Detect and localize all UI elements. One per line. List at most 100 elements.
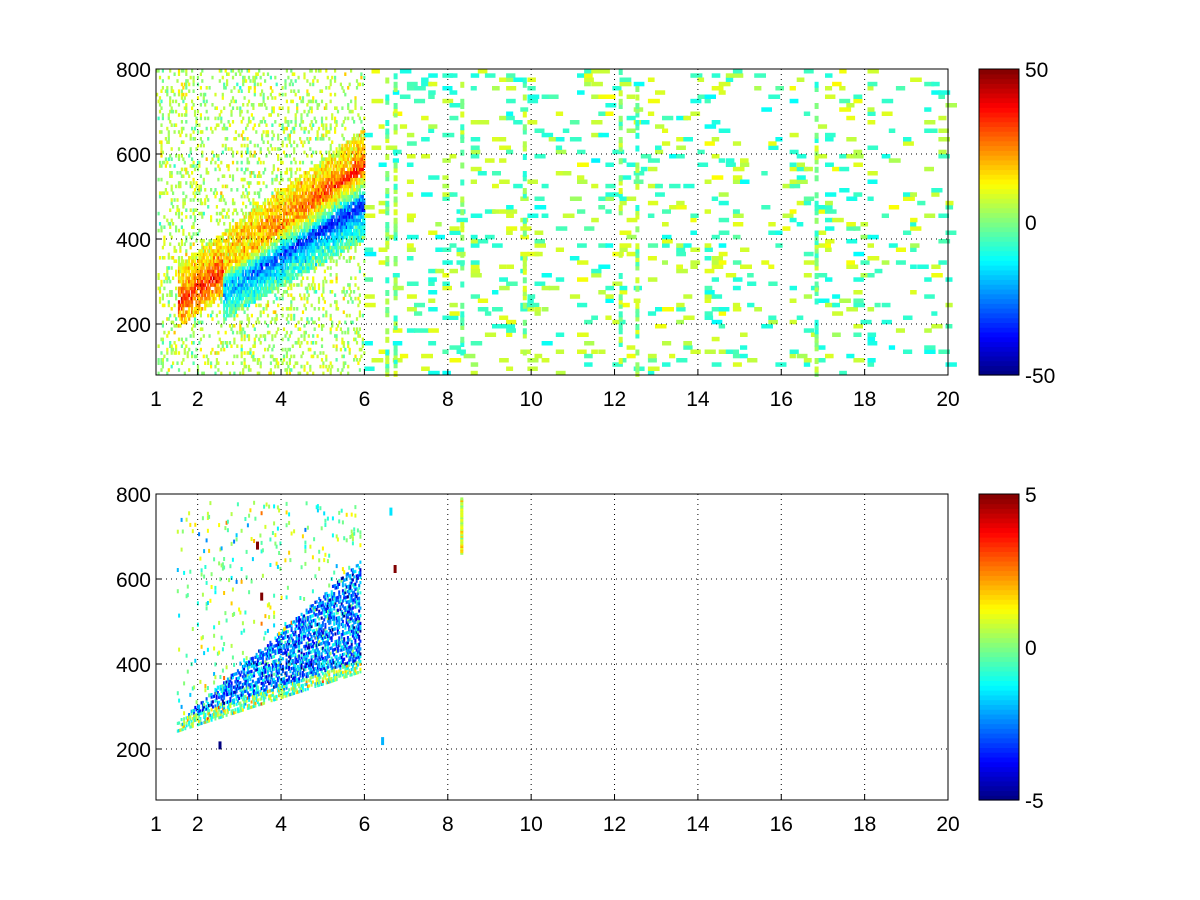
heatmap-cell — [272, 109, 275, 114]
heatmap-cell — [242, 242, 245, 246]
heatmap-cell — [215, 218, 218, 223]
heatmap-cell — [506, 328, 516, 333]
heatmap-cell — [234, 256, 237, 260]
heatmap-cell — [204, 201, 207, 206]
heatmap-cell — [345, 242, 348, 246]
heatmap-cell — [317, 307, 321, 311]
heatmap-cell — [353, 174, 356, 178]
heatmap-cell — [173, 313, 176, 318]
heatmap-cell — [334, 242, 337, 246]
heatmap-cell — [221, 249, 224, 253]
heatmap-cell — [252, 296, 255, 301]
heatmap-cell — [363, 208, 366, 212]
heatmap-cell — [364, 277, 373, 282]
heatmap-cell — [301, 201, 305, 206]
heatmap-cell — [310, 303, 313, 308]
heatmap-cell — [269, 198, 272, 202]
heatmap-cell — [297, 75, 300, 80]
heatmap-cell — [256, 211, 259, 216]
heatmap-cell — [246, 103, 249, 107]
heatmap-cell — [264, 293, 267, 297]
heatmap-cell — [179, 310, 182, 314]
heatmap-cell — [212, 259, 216, 263]
heatmap-cell — [300, 218, 303, 223]
heatmap-cell — [358, 368, 361, 372]
heatmap-cell — [297, 222, 300, 226]
heatmap-cell — [477, 120, 490, 125]
heatmap-cell — [294, 262, 297, 267]
heatmap-cell — [335, 239, 338, 243]
heatmap-cell — [221, 276, 224, 280]
heatmap-cell — [336, 245, 340, 250]
heatmap-cell — [281, 283, 284, 287]
heatmap-cell — [323, 164, 326, 168]
heatmap-cell — [236, 344, 239, 348]
heatmap-cell — [310, 154, 313, 158]
heatmap-cell — [360, 181, 363, 185]
heatmap-cell — [342, 201, 345, 206]
heatmap-cell — [252, 276, 255, 280]
heatmap-cell — [227, 167, 230, 172]
heatmap-cell — [421, 328, 430, 333]
heatmap-cell — [353, 120, 356, 124]
heatmap-cell — [341, 225, 344, 229]
heatmap-cell — [334, 228, 337, 233]
heatmap-cell — [312, 235, 315, 240]
heatmap-cell — [312, 184, 315, 189]
heatmap-cell — [320, 191, 324, 195]
heatmap-cell — [492, 171, 501, 176]
heatmap-cell — [335, 120, 338, 124]
heatmap-cell — [234, 137, 237, 141]
heatmap-cell — [256, 218, 259, 223]
heatmap-cell — [268, 249, 271, 253]
heatmap-cell — [317, 262, 321, 267]
heatmap-cell — [236, 296, 239, 301]
heatmap-cell — [319, 232, 322, 236]
heatmap-cell — [169, 290, 172, 294]
heatmap-cell — [245, 273, 248, 277]
heatmap-cell — [296, 103, 299, 107]
heatmap-cell — [309, 106, 312, 110]
heatmap-cell — [160, 351, 163, 355]
heatmap-cell — [249, 283, 252, 287]
heatmap-cell — [160, 130, 163, 134]
heatmap-cell — [355, 140, 359, 144]
heatmap-cell — [316, 354, 319, 359]
heatmap-cell — [264, 205, 267, 209]
heatmap-cell — [534, 251, 543, 257]
heatmap-cell — [310, 245, 313, 250]
heatmap-cell — [338, 208, 341, 212]
heatmap-cell — [274, 252, 277, 257]
heatmap-cell — [293, 72, 296, 76]
heatmap-cell — [205, 276, 208, 280]
heatmap-cell — [354, 235, 357, 240]
heatmap-cell — [287, 228, 290, 233]
heatmap-cell — [355, 242, 359, 246]
heatmap-cell — [296, 273, 299, 277]
heatmap-cell — [177, 300, 181, 304]
heatmap-cell — [261, 137, 264, 141]
heatmap-cell — [234, 262, 237, 267]
heatmap-cell — [414, 328, 422, 333]
heatmap-cell — [347, 140, 350, 144]
heatmap-cell — [360, 164, 363, 168]
heatmap-cell — [224, 259, 227, 263]
heatmap-cell — [282, 215, 286, 219]
heatmap-cell — [256, 201, 259, 206]
heatmap-cell — [180, 273, 183, 277]
heatmap-cell — [239, 225, 242, 229]
heatmap-cell — [202, 177, 205, 182]
heatmap-cell — [182, 300, 185, 304]
heatmap-cell — [189, 164, 192, 168]
heatmap-cell — [335, 245, 338, 250]
heatmap-cell — [350, 235, 353, 240]
heatmap-cell — [492, 86, 500, 91]
heatmap-cell — [242, 75, 245, 80]
heatmap-cell — [236, 266, 239, 270]
heatmap-cell — [310, 232, 313, 236]
heatmap-cell — [253, 228, 256, 233]
heatmap-cell — [166, 276, 169, 280]
heatmap-cell — [363, 116, 366, 121]
heatmap-cell — [307, 208, 310, 212]
heatmap-cell — [354, 106, 357, 110]
